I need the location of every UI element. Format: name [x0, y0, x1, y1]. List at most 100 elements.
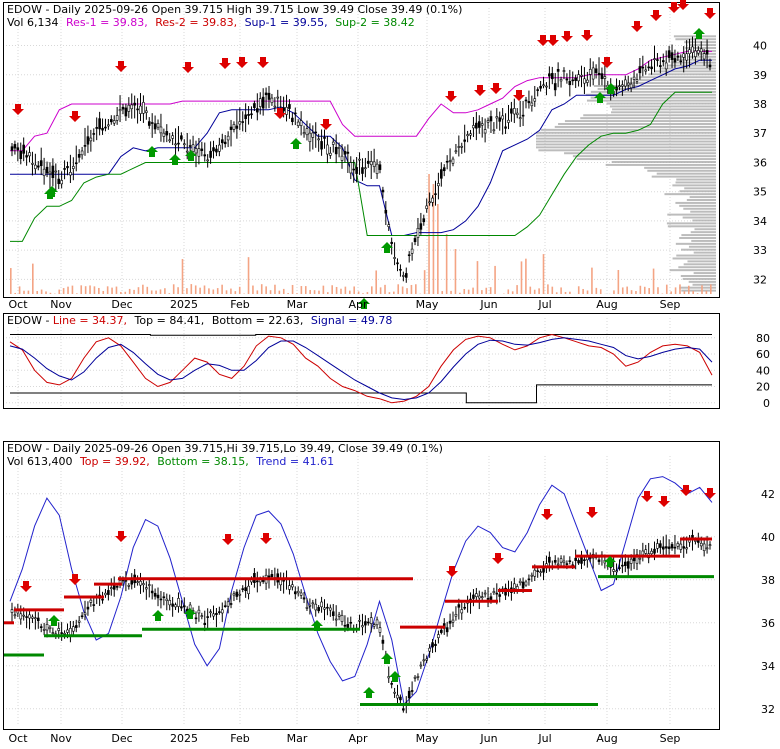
price-bar-body	[224, 606, 226, 607]
y-tick-label: 37	[753, 127, 767, 140]
price-bar-body	[207, 617, 209, 618]
price-bar-body	[382, 190, 384, 192]
volume-bar	[301, 286, 303, 294]
price-bar-body	[618, 86, 620, 87]
price-bar-body	[151, 123, 153, 124]
price-bar-body	[481, 124, 483, 125]
price-bar-body	[34, 165, 36, 169]
price-bar-body	[461, 610, 463, 613]
volume-bar	[221, 285, 223, 294]
volume-profile-bar	[675, 202, 716, 204]
volume-bar	[41, 290, 43, 294]
price-bar-body	[271, 574, 273, 576]
price-bar-body	[706, 50, 708, 54]
price-bar-body	[388, 225, 390, 227]
volume-bar	[32, 264, 34, 294]
price-bar-body	[154, 593, 156, 596]
price-bar-body	[192, 145, 194, 152]
price-bar-body	[172, 604, 174, 607]
price-bar-body	[513, 584, 515, 589]
price-bar-body	[321, 141, 323, 149]
price-bar-body	[665, 547, 667, 549]
price-bar-body	[323, 608, 325, 609]
volume-profile-bar	[679, 237, 716, 239]
price-bar-body	[481, 597, 483, 598]
x-tick-label: Jun	[479, 298, 497, 311]
volume-bar	[199, 288, 201, 294]
y-tick-label: 38	[753, 98, 767, 111]
panel1-title: EDOW - Daily 2025-09-26 Open 39.715 High…	[7, 3, 462, 16]
price-bar-body	[563, 561, 565, 563]
volume-bar	[160, 289, 162, 294]
price-bar-body	[616, 571, 618, 572]
price-bar-body	[671, 544, 673, 548]
price-bar-body	[677, 56, 679, 57]
volume-bar	[389, 292, 391, 294]
volume-bar	[644, 287, 646, 294]
price-bar-body	[364, 168, 366, 169]
price-bar-body	[691, 47, 693, 53]
price-bar-body	[651, 67, 653, 69]
price-bar-body	[662, 547, 664, 549]
volume-profile-bar	[558, 123, 716, 125]
volume-bar	[80, 285, 82, 294]
price-bar-body	[268, 93, 270, 99]
volume-profile-bar	[536, 138, 716, 140]
volume-profile-bar	[684, 263, 716, 265]
price-bar-body	[359, 620, 361, 621]
price-bar-body	[490, 117, 492, 121]
price-bar-body	[169, 140, 171, 141]
volume-profile-bar	[627, 82, 716, 84]
price-bar-body	[236, 592, 238, 596]
price-bar-body	[163, 133, 165, 136]
volume-bar	[204, 285, 206, 294]
price-bar-body	[595, 69, 597, 73]
price-bar-body	[621, 565, 623, 566]
price-bar-body	[277, 97, 279, 98]
price-bar-body	[592, 68, 594, 79]
price-bar-body	[689, 50, 691, 54]
volume-profile-bar	[652, 176, 716, 178]
price-bar-body	[382, 640, 384, 643]
price-bar-body	[198, 149, 200, 157]
volume-profile-bar	[536, 141, 716, 143]
price-bar-body	[23, 615, 25, 616]
price-bar-body	[14, 615, 16, 616]
volume-bar	[437, 204, 439, 294]
price-bar-body	[350, 163, 352, 173]
price-bar-body	[540, 86, 542, 88]
price-bar-body	[224, 142, 226, 144]
volume-bar	[107, 286, 109, 294]
x-tick-label: Feb	[230, 298, 249, 311]
volume-profile-bar	[674, 35, 716, 37]
price-bar-body	[140, 581, 142, 585]
price-bar-body	[180, 607, 182, 608]
price-bar-body	[510, 109, 512, 113]
volume-profile-bar	[612, 161, 716, 163]
volume-profile-bar	[673, 257, 716, 259]
price-bar-body	[148, 585, 150, 586]
price-bar-body	[519, 581, 521, 582]
price-bar-body	[107, 125, 109, 126]
price-bar-body	[359, 159, 361, 160]
price-bar-body	[566, 79, 568, 80]
y-tick-label: 32	[753, 273, 767, 286]
price-bar-body	[379, 165, 381, 170]
volume-bar	[477, 261, 479, 294]
price-bar-body	[580, 75, 582, 76]
price-bar-body	[627, 83, 629, 85]
price-bar-body	[507, 120, 509, 122]
volume-bar	[283, 289, 285, 294]
price-bar-body	[271, 98, 273, 103]
price-bar-body	[709, 65, 711, 67]
price-bar-body	[90, 138, 92, 141]
price-bar-body	[250, 114, 252, 115]
price-bar-body	[142, 102, 144, 113]
price-bar-body	[125, 108, 127, 116]
price-bar-body	[300, 593, 302, 595]
price-bar-body	[233, 594, 235, 595]
price-bar-body	[496, 117, 498, 118]
volume-bar	[151, 290, 153, 294]
y-tick-label: 0	[763, 397, 770, 410]
